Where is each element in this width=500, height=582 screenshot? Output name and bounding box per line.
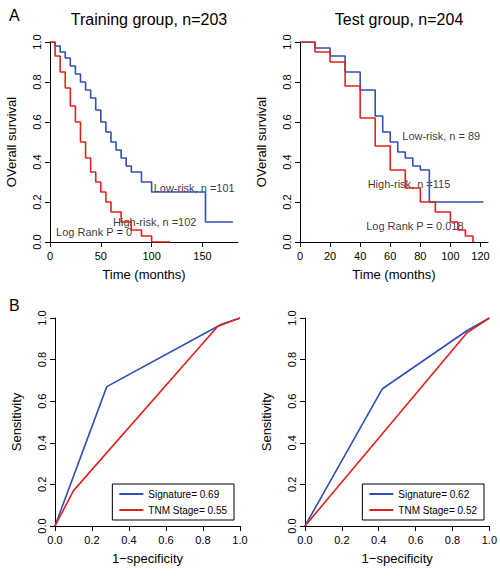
svg-text:Sensitivity: Sensitivity (259, 392, 274, 451)
svg-text:0.6: 0.6 (281, 114, 293, 129)
svg-text:High-risk, n =115: High-risk, n =115 (367, 178, 451, 190)
svg-text:1.0: 1.0 (36, 310, 48, 325)
svg-text:80: 80 (414, 250, 426, 262)
svg-text:0.0: 0.0 (297, 534, 312, 546)
svg-text:0.2: 0.2 (31, 194, 43, 209)
svg-text:0.6: 0.6 (286, 394, 298, 409)
svg-text:20: 20 (324, 250, 336, 262)
svg-text:0.8: 0.8 (195, 534, 210, 546)
svg-text:B: B (9, 297, 20, 314)
svg-text:0.4: 0.4 (281, 154, 293, 169)
svg-text:0.0: 0.0 (36, 518, 48, 533)
svg-text:TNM Stage= 0.52: TNM Stage= 0.52 (398, 505, 477, 516)
svg-text:1−specificity: 1−specificity (112, 551, 184, 566)
svg-text:0.0: 0.0 (286, 518, 298, 533)
svg-text:Time (months): Time (months) (352, 267, 435, 282)
svg-text:150: 150 (193, 250, 211, 262)
svg-text:120: 120 (471, 250, 489, 262)
svg-text:0.4: 0.4 (31, 154, 43, 169)
svg-text:1−specificity: 1−specificity (362, 551, 434, 566)
svg-text:Signature= 0.69: Signature= 0.69 (148, 489, 219, 500)
svg-text:40: 40 (354, 250, 366, 262)
svg-text:0.6: 0.6 (31, 114, 43, 129)
svg-text:60: 60 (384, 250, 396, 262)
svg-text:Sensitivity: Sensitivity (9, 392, 24, 451)
svg-text:0.8: 0.8 (31, 74, 43, 89)
svg-text:OVerall survival: OVerall survival (254, 97, 269, 187)
svg-text:0.2: 0.2 (84, 534, 99, 546)
svg-text:0.8: 0.8 (445, 534, 460, 546)
svg-text:0.4: 0.4 (121, 534, 136, 546)
svg-text:1.0: 1.0 (482, 534, 497, 546)
svg-text:Training group, n=203: Training group, n=203 (71, 11, 228, 28)
svg-text:0.0: 0.0 (281, 234, 293, 249)
svg-text:1.0: 1.0 (286, 310, 298, 325)
svg-text:0.2: 0.2 (36, 477, 48, 492)
svg-text:100: 100 (142, 250, 160, 262)
svg-text:Log Rank P = 0.018: Log Rank P = 0.018 (366, 220, 463, 232)
svg-text:TNM Stage= 0.55: TNM Stage= 0.55 (148, 505, 227, 516)
svg-text:1.0: 1.0 (281, 34, 293, 49)
svg-text:Time (months): Time (months) (102, 267, 185, 282)
svg-text:Test group, n=204: Test group, n=204 (335, 11, 464, 28)
svg-text:High-risk, n =102: High-risk, n =102 (113, 216, 197, 228)
svg-text:0.2: 0.2 (281, 194, 293, 209)
svg-text:0.4: 0.4 (36, 435, 48, 450)
svg-text:Log Rank P = 0: Log Rank P = 0 (56, 226, 132, 238)
svg-text:0.8: 0.8 (36, 352, 48, 367)
svg-text:0.6: 0.6 (158, 534, 173, 546)
svg-text:0.6: 0.6 (408, 534, 423, 546)
svg-text:1.0: 1.0 (232, 534, 247, 546)
svg-text:0.0: 0.0 (47, 534, 62, 546)
svg-text:50: 50 (95, 250, 107, 262)
svg-text:Low-risk, n = 89: Low-risk, n = 89 (402, 130, 480, 142)
svg-text:0.0: 0.0 (31, 234, 43, 249)
svg-text:0.4: 0.4 (286, 435, 298, 450)
svg-text:1.0: 1.0 (31, 34, 43, 49)
svg-text:0.8: 0.8 (286, 352, 298, 367)
svg-text:Low-risk, n =101: Low-risk, n =101 (153, 182, 235, 194)
svg-text:A: A (9, 7, 20, 24)
svg-text:0.4: 0.4 (371, 534, 386, 546)
svg-text:0: 0 (297, 250, 303, 262)
svg-text:OVerall survival: OVerall survival (4, 97, 19, 187)
svg-text:0.8: 0.8 (281, 74, 293, 89)
svg-text:Signature= 0.62: Signature= 0.62 (398, 489, 469, 500)
svg-text:0.6: 0.6 (36, 394, 48, 409)
svg-text:100: 100 (441, 250, 459, 262)
svg-text:0.2: 0.2 (286, 477, 298, 492)
svg-text:0.2: 0.2 (334, 534, 349, 546)
svg-text:0: 0 (47, 250, 53, 262)
